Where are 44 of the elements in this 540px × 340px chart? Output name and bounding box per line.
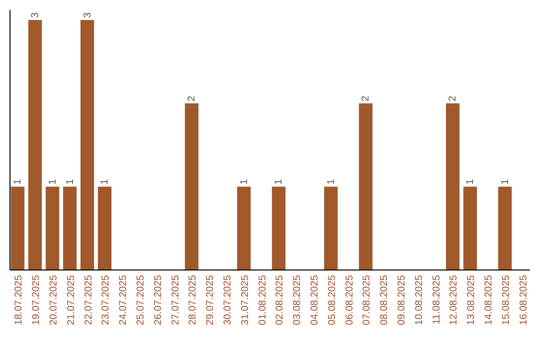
data-label: 1: [47, 178, 58, 185]
data-label: 2: [360, 95, 372, 102]
x-tick-label: 08.08.2025: [379, 274, 390, 326]
x-tick-label: 29.07.2025: [205, 274, 216, 326]
data-label: 1: [100, 178, 111, 185]
x-tick-label: 21.07.2025: [66, 274, 77, 326]
x-tick-label: 19.07.2025: [31, 274, 42, 326]
x-tick-label: 26.07.2025: [152, 274, 164, 326]
x-tick-label: 20.07.2025: [48, 274, 60, 326]
x-tick-label: 25.07.2025: [135, 274, 146, 326]
x-tick-label: 03.08.2025: [292, 274, 304, 326]
x-tick-label: 31.07.2025: [240, 274, 251, 326]
x-tick-label: 24.07.2025: [118, 274, 130, 326]
data-label: 2: [186, 95, 198, 102]
x-tick-label: 22.07.2025: [83, 274, 94, 326]
data-label: 1: [274, 178, 285, 185]
data-label: 1: [465, 178, 476, 185]
x-tick-label: 07.08.2025: [362, 274, 373, 326]
data-label: 3: [30, 12, 42, 18]
data-label: 2: [448, 95, 459, 102]
x-tick-label: 10.08.2025: [414, 274, 425, 326]
x-tick-label: 27.07.2025: [170, 274, 182, 326]
x-tick-label: 11.08.2025: [431, 274, 442, 324]
data-label: 1: [64, 178, 76, 185]
x-tick-label: 16.08.2025: [518, 274, 530, 326]
x-tick-label: 01.08.2025: [257, 274, 268, 326]
x-tick-label: 30.07.2025: [222, 274, 234, 326]
x-tick-label: 04.08.2025: [310, 274, 321, 326]
x-tick-label: 12.08.2025: [448, 274, 460, 326]
x-tick-label: 15.08.2025: [500, 274, 512, 326]
x-tick-label: 05.08.2025: [326, 274, 338, 326]
data-label: 1: [500, 178, 511, 185]
x-tick-label: 06.08.2025: [344, 274, 356, 326]
x-tick-label: 28.07.2025: [188, 274, 199, 326]
data-label: 1: [12, 178, 24, 185]
data-label: 1: [326, 178, 337, 185]
x-tick-label: 13.08.2025: [466, 274, 478, 326]
x-tick-label: 14.08.2025: [484, 274, 495, 326]
x-tick-label: 09.08.2025: [396, 274, 408, 326]
x-tick-label: 23.07.2025: [100, 274, 112, 326]
x-tick-label: 02.08.2025: [274, 274, 286, 326]
x-tick-label: 18.07.2025: [14, 274, 25, 326]
data-label: 3: [82, 12, 94, 18]
data-label: 1: [238, 178, 250, 185]
